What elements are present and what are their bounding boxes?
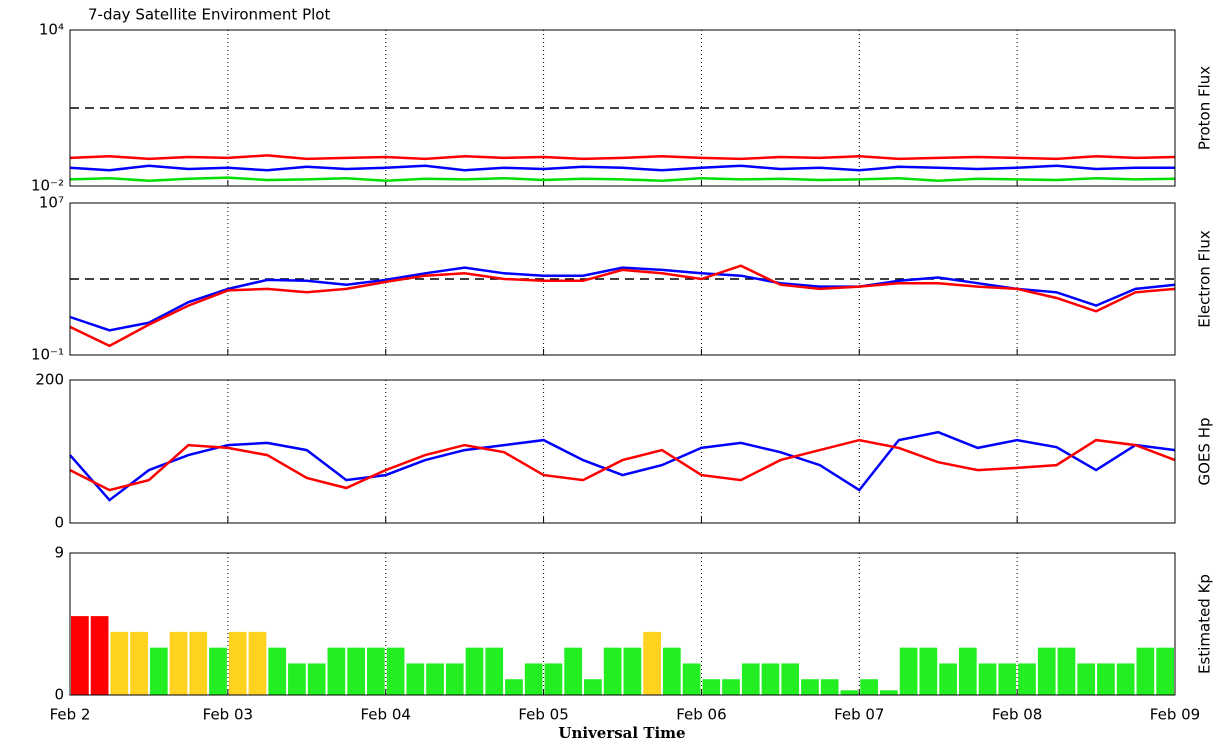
y-axis-label: Estimated Kp	[1196, 574, 1214, 674]
series-line	[69, 264, 1176, 348]
bar	[564, 647, 583, 695]
bar	[1097, 663, 1115, 695]
series-line	[69, 438, 1176, 492]
y-tick-label: 10⁴	[39, 21, 64, 39]
panel-frame	[69, 552, 1176, 696]
bar	[71, 616, 89, 695]
bar	[386, 647, 405, 695]
bar	[1057, 647, 1076, 695]
bar	[899, 647, 918, 695]
x-axis-label: Universal Time	[558, 724, 685, 742]
bar	[1116, 663, 1135, 695]
x-tick-label: Feb 07	[834, 706, 884, 724]
bar	[1136, 647, 1155, 695]
bar	[130, 631, 148, 695]
bar	[426, 663, 444, 695]
y-tick-label: 9	[54, 544, 64, 562]
x-tick-label: Feb 08	[992, 706, 1042, 724]
panel-frame	[69, 202, 1176, 356]
y-tick-label: 200	[35, 371, 64, 389]
bar	[485, 647, 504, 695]
bar	[880, 690, 898, 695]
bar	[781, 663, 800, 695]
bar	[327, 647, 346, 695]
bar	[939, 663, 957, 695]
panel-frame	[69, 379, 1176, 524]
x-tick-label: Feb 09	[1150, 706, 1200, 724]
y-axis-label: GOES Hp	[1196, 418, 1214, 486]
x-tick-label: Feb 04	[361, 706, 411, 724]
bar	[149, 647, 168, 695]
bar	[958, 647, 977, 695]
bar	[544, 663, 563, 695]
x-tick-label: Feb 06	[676, 706, 726, 724]
bar	[524, 663, 543, 695]
bar	[1018, 663, 1036, 695]
bar	[1077, 663, 1096, 695]
bar	[722, 679, 740, 695]
bar	[860, 679, 879, 695]
y-tick-label: 10⁻¹	[31, 346, 64, 364]
bar	[761, 663, 780, 695]
series-line	[69, 176, 1176, 182]
bar	[248, 631, 267, 695]
bar	[643, 631, 661, 695]
bar	[741, 663, 760, 695]
y-tick-label: 0	[54, 686, 64, 704]
x-tick-label: Feb 05	[518, 706, 568, 724]
y-tick-label: 10⁷	[39, 194, 64, 212]
bar	[840, 690, 859, 695]
series-line	[69, 164, 1175, 172]
bar	[288, 663, 306, 695]
bar	[209, 647, 227, 695]
series-line	[69, 154, 1176, 161]
bar	[90, 616, 109, 695]
panel-frame	[69, 29, 1176, 187]
bar	[347, 647, 365, 695]
bar	[603, 647, 622, 695]
y-tick-label: 10⁻²	[31, 177, 64, 195]
bar	[445, 663, 464, 695]
bar	[702, 679, 721, 695]
bar	[1037, 647, 1056, 695]
y-axis-label: Electron Flux	[1196, 230, 1214, 328]
series-line	[69, 266, 1176, 332]
y-axis-label: Proton Flux	[1196, 66, 1214, 150]
bar	[662, 647, 681, 695]
bar	[110, 631, 129, 695]
bar	[623, 647, 642, 695]
bar	[505, 679, 523, 695]
bar	[801, 679, 819, 695]
bar	[366, 647, 385, 695]
chart-title: 7-day Satellite Environment Plot	[88, 6, 330, 24]
bar	[268, 647, 287, 695]
bar	[584, 679, 602, 695]
bar	[820, 679, 839, 695]
x-tick-label: Feb 03	[203, 706, 253, 724]
x-tick-label: Feb 2	[50, 706, 91, 724]
bar	[1156, 647, 1174, 695]
bar	[682, 663, 701, 695]
bar	[978, 663, 997, 695]
y-tick-label: 0	[54, 514, 64, 532]
bar	[998, 663, 1017, 695]
bar	[307, 663, 326, 695]
bar	[228, 631, 247, 695]
series-line	[69, 430, 1176, 502]
bar	[406, 663, 425, 695]
bar	[169, 631, 188, 695]
bar	[189, 631, 208, 695]
bar	[465, 647, 484, 695]
bar	[919, 647, 938, 695]
